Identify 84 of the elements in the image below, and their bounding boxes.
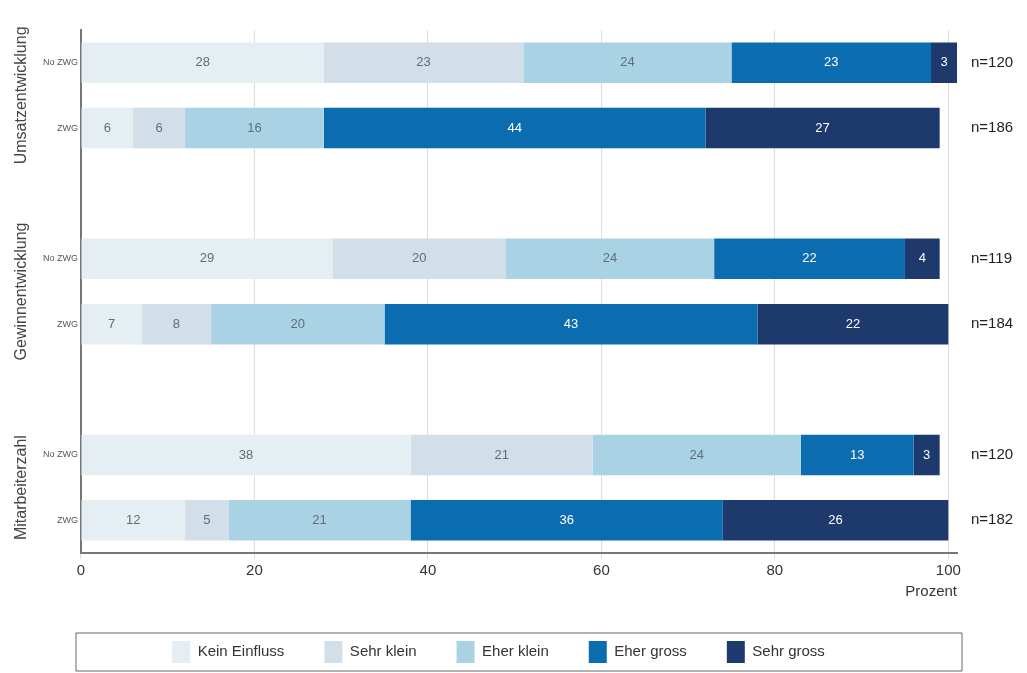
data-label: 23 [824,54,839,70]
x-tick-label: 60 [593,561,610,579]
text: Mitarbeiterzahl [12,435,30,541]
text: n=182 [971,510,1014,528]
data-label: 3 [923,446,931,462]
text: Umsatzentwicklung [12,26,30,165]
bar [731,42,931,83]
y-tick-label: ZWG [57,318,78,329]
x-tick-label: 100 [935,561,961,579]
data-label: 29 [199,250,215,266]
text: n=120 [971,52,1014,70]
data-label: 7 [107,315,116,331]
bar [81,500,186,541]
data-label: 24 [689,446,705,462]
x-tick-label: 80 [766,561,784,579]
bar [592,434,801,476]
data-label: 43 [563,315,579,331]
x-tick-label: 40 [419,561,437,579]
legend-label: Kein Einfluss [197,642,285,660]
bar [384,303,758,345]
data-label: 16 [247,119,262,135]
y-tick-label: No ZWG [43,57,78,68]
data-label: 22 [802,250,817,266]
bar [714,238,905,280]
legend-label: Eher klein [482,642,549,660]
data-label: 22 [845,315,861,331]
bar [185,500,229,541]
data-label: 26 [828,511,843,527]
x-axis-title: Prozent [905,582,958,600]
data-label: 44 [507,119,522,135]
bar [523,42,732,83]
text: Gewinnentwicklung [12,222,30,361]
y-tick-label: No ZWG [43,253,78,264]
bar [81,303,142,345]
data-label: 28 [195,54,210,70]
bar [81,107,134,149]
text: n=186 [971,118,1014,136]
bar [800,434,914,476]
bar [913,434,940,476]
bar [705,107,940,149]
data-label: 8 [172,315,181,331]
y-tick-label: No ZWG [43,449,78,460]
bar [930,42,957,83]
text: n=119 [971,248,1013,266]
legend-label: Sehr klein [349,642,417,660]
data-label: 6 [155,119,163,135]
bar [185,107,324,149]
bar [133,107,186,149]
bar [904,238,940,280]
data-label: 3 [940,54,948,70]
bar [410,500,723,541]
bar [323,107,706,149]
data-label: 24 [602,250,618,266]
bar [211,303,385,345]
data-label: 24 [620,54,635,70]
data-label: 36 [559,511,574,527]
x-tick-label: 20 [246,561,263,579]
data-label: 4 [918,250,926,266]
bar [505,238,715,280]
data-label: 6 [103,119,111,135]
bar [757,303,949,345]
data-label: 20 [290,315,306,331]
bar [722,500,949,541]
bar [228,500,411,541]
bar [81,42,324,83]
data-label: 13 [850,446,865,462]
data-label: 21 [312,511,327,527]
data-label: 20 [412,250,427,266]
legend-label: Eher gross [614,642,687,660]
legend-label: Sehr gross [752,642,825,660]
text: n=184 [971,314,1014,332]
data-label: 23 [416,54,431,70]
bar [81,434,411,476]
y-tick-label: ZWG [57,514,78,525]
bar [81,238,333,280]
bar [141,303,212,345]
data-label: 12 [126,511,141,527]
x-tick-label: 0 [76,561,86,579]
data-label: 5 [203,511,211,527]
text: n=120 [971,445,1014,463]
data-label: 27 [815,119,830,135]
data-label: 38 [238,446,254,462]
y-tick-label: ZWG [57,122,78,133]
data-label: 21 [494,446,509,462]
